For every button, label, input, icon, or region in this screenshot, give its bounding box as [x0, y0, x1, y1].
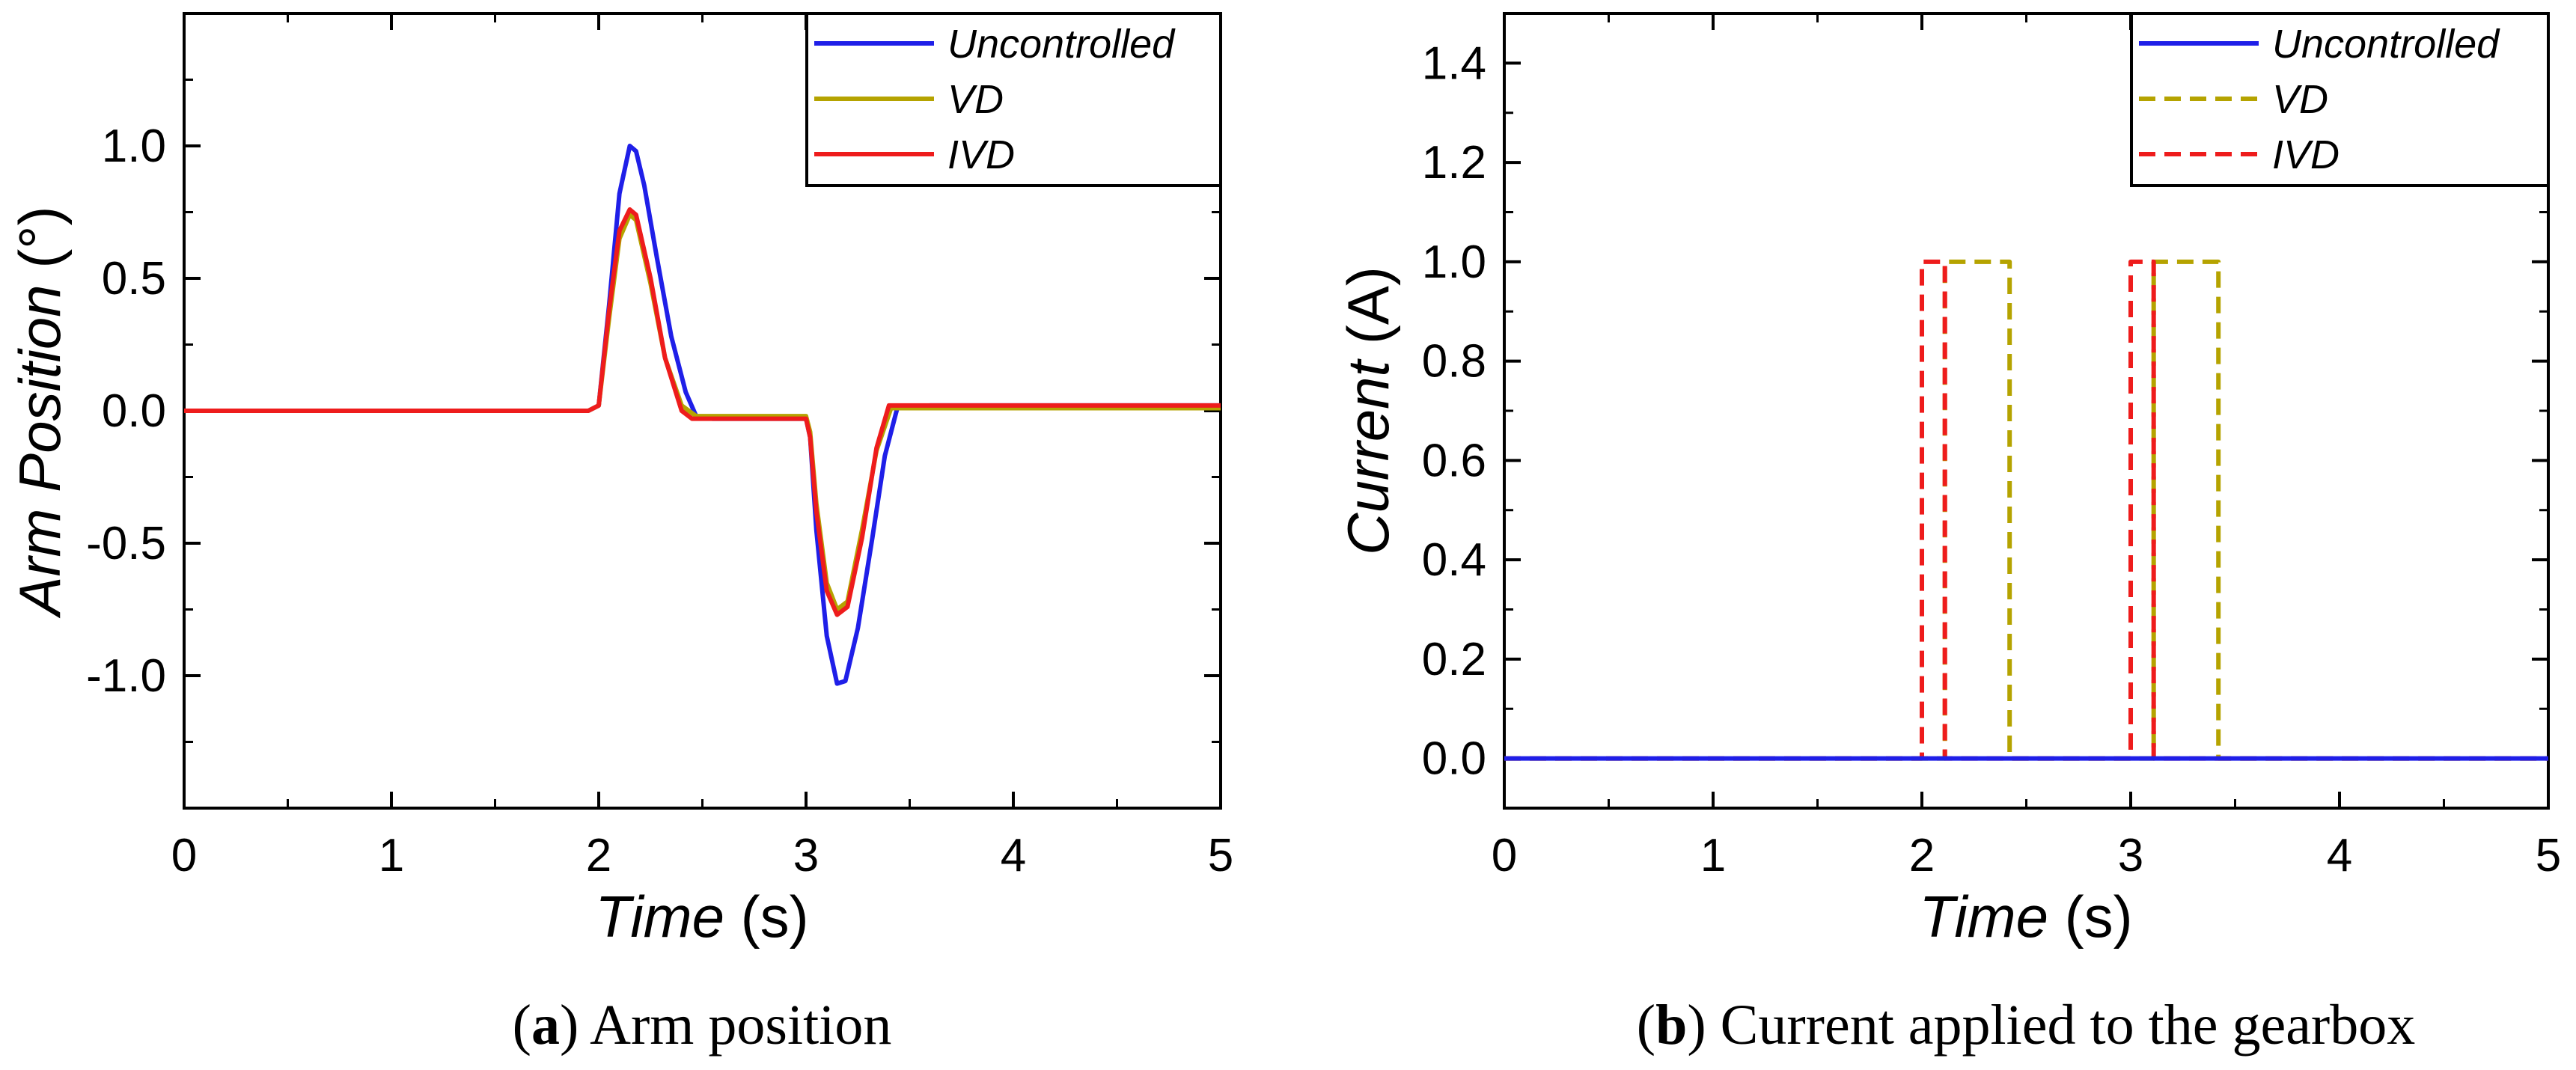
legend-label-uncontrolled: Uncontrolled	[947, 22, 1176, 67]
panel-a-y-axis-label: Arm Position (°)	[7, 207, 73, 619]
y-tick-label: 0.8	[1422, 336, 1486, 388]
x-tick-label: 0	[171, 830, 197, 881]
y-tick-label: 0.2	[1422, 634, 1486, 685]
series-line-vd	[1504, 259, 2548, 761]
panel-b-legend: Uncontrolled VD IVD	[2130, 12, 2550, 187]
legend-label-ivd: IVD	[2272, 132, 2340, 177]
panel-a-ticks: 0 1 2 3 4 5 -1.0 -0.5 0.0 0.5 1.0	[86, 13, 1233, 881]
y-tick-label: 1.0	[102, 120, 166, 172]
panel-b-ticks: 0 1 2 3 4 5 0.0 0.2 0.4 0.6 0.8 1.0 1.2 1.4	[1422, 13, 2561, 881]
panel-a-series	[184, 144, 1221, 686]
x-tick-label: 5	[1208, 830, 1233, 881]
x-tick-label: 2	[586, 830, 611, 881]
y-tick-label: 1.2	[1422, 137, 1486, 189]
panel-b-y-axis-label: Current (A)	[1335, 266, 1401, 555]
x-tick-label: 3	[2118, 830, 2143, 881]
x-tick-label: 1	[1700, 830, 1726, 881]
y-tick-label: 0.4	[1422, 534, 1486, 586]
y-tick-label: 0.6	[1422, 435, 1486, 486]
x-tick-label: 0	[1492, 830, 1517, 881]
x-tick-label: 2	[1909, 830, 1935, 881]
y-tick-label: -1.0	[86, 650, 166, 702]
series-line-ivd	[1504, 259, 2548, 761]
y-tick-label: 0.0	[102, 385, 166, 437]
panel-a-caption: (a) Arm position	[513, 994, 892, 1057]
panel-b-current: 0 1 2 3 4 5 0.0 0.2 0.4 0.6 0.8 1.0 1.2 1.4 Uncontrol…	[1335, 12, 2561, 1057]
x-tick-label: 4	[1001, 830, 1026, 881]
series-line-ivd	[184, 207, 1221, 617]
x-tick-label: 5	[2536, 830, 2561, 881]
legend-label-vd: VD	[947, 77, 1004, 122]
x-tick-label: 1	[379, 830, 404, 881]
panel-a-arm-position: 0 1 2 3 4 5 -1.0 -0.5 0.0 0.5 1.0 Uncontrolled VD IV…	[7, 12, 1233, 1057]
x-tick-label: 4	[2327, 830, 2352, 881]
panel-a-legend: Uncontrolled VD IVD	[805, 12, 1222, 187]
y-tick-label: 0.0	[1422, 733, 1486, 785]
y-tick-label: 1.4	[1422, 37, 1486, 89]
panel-b-series	[1504, 259, 2548, 761]
panel-b-caption: (b) Current applied to the gearbox	[1637, 994, 2416, 1057]
legend-label-vd: VD	[2272, 77, 2328, 122]
panel-a-x-axis-label: Time (s)	[595, 884, 808, 950]
y-tick-label: -0.5	[86, 518, 166, 569]
legend-label-uncontrolled: Uncontrolled	[2272, 22, 2500, 67]
y-tick-label: 1.0	[1422, 236, 1486, 288]
legend-label-ivd: IVD	[947, 132, 1015, 177]
panel-b-x-axis-label: Time (s)	[1919, 884, 2132, 950]
y-tick-label: 0.5	[102, 253, 166, 305]
x-tick-label: 3	[793, 830, 819, 881]
